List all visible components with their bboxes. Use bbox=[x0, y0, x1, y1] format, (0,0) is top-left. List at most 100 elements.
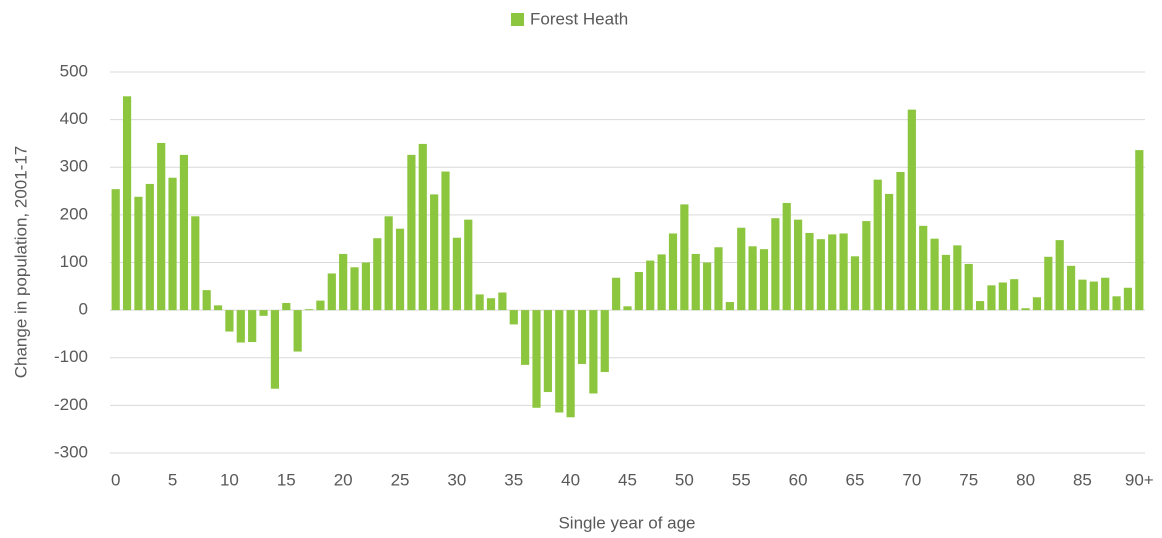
y-tick-label: -100 bbox=[54, 347, 88, 366]
bar bbox=[907, 109, 916, 311]
bar bbox=[839, 233, 848, 311]
bar bbox=[543, 310, 552, 393]
legend-swatch bbox=[511, 13, 524, 26]
bar bbox=[111, 189, 120, 311]
bar bbox=[213, 305, 223, 311]
bar bbox=[282, 302, 291, 311]
bar bbox=[634, 272, 643, 311]
bar bbox=[236, 310, 245, 343]
bar bbox=[293, 310, 302, 352]
x-tick-label: 55 bbox=[732, 470, 751, 489]
bar bbox=[771, 218, 780, 311]
y-tick-label: 500 bbox=[60, 61, 88, 80]
x-tick-label: 40 bbox=[561, 470, 580, 489]
bar bbox=[998, 282, 1007, 311]
x-axis-title: Single year of age bbox=[558, 513, 695, 532]
x-tick-label: 80 bbox=[1016, 470, 1035, 489]
y-tick-label: 200 bbox=[60, 204, 88, 223]
bar bbox=[623, 306, 632, 311]
x-tick-label: 25 bbox=[391, 470, 410, 489]
bar bbox=[1101, 277, 1110, 311]
bar bbox=[657, 254, 666, 311]
bar bbox=[179, 154, 189, 311]
x-tick-label: 5 bbox=[168, 470, 177, 489]
bar bbox=[395, 228, 405, 311]
bar bbox=[600, 310, 609, 373]
bar bbox=[805, 232, 814, 311]
bar bbox=[589, 310, 598, 394]
bar bbox=[452, 237, 461, 311]
bar bbox=[1066, 265, 1076, 311]
y-tick-label: 300 bbox=[60, 157, 88, 176]
bar bbox=[486, 298, 496, 311]
bar bbox=[339, 253, 348, 311]
bar bbox=[1089, 281, 1098, 311]
bar bbox=[259, 310, 268, 316]
x-tick-label: 45 bbox=[618, 470, 637, 489]
bar bbox=[350, 267, 359, 311]
legend-label: Forest Heath bbox=[530, 9, 628, 28]
y-tick-label: -300 bbox=[54, 442, 88, 461]
bar bbox=[714, 247, 723, 311]
bar bbox=[646, 260, 655, 311]
bar bbox=[327, 273, 336, 311]
bar bbox=[668, 233, 678, 311]
y-axis-title: Change in population, 2001-17 bbox=[11, 146, 30, 379]
bar bbox=[168, 177, 177, 311]
bar bbox=[407, 154, 416, 311]
x-tick-label: 0 bbox=[111, 470, 120, 489]
x-tick-label: 90+ bbox=[1125, 470, 1154, 489]
bar bbox=[1010, 279, 1019, 311]
y-tick-label: 400 bbox=[60, 109, 88, 128]
bar bbox=[748, 246, 757, 311]
bar bbox=[919, 225, 928, 311]
bar bbox=[145, 183, 154, 311]
y-tick-label: 0 bbox=[79, 300, 88, 319]
bar bbox=[1021, 308, 1030, 311]
bar bbox=[464, 219, 473, 311]
x-tick-label: 70 bbox=[902, 470, 921, 489]
bar bbox=[555, 310, 564, 413]
bar bbox=[248, 310, 257, 343]
x-tick-label: 30 bbox=[447, 470, 466, 489]
bar bbox=[316, 300, 325, 311]
bar bbox=[850, 256, 860, 311]
bar bbox=[1044, 256, 1053, 311]
bar bbox=[361, 262, 371, 311]
bar bbox=[884, 193, 894, 311]
bar bbox=[430, 194, 439, 311]
x-tick-label: 35 bbox=[504, 470, 523, 489]
bar bbox=[270, 310, 280, 389]
bar bbox=[566, 310, 575, 418]
bar bbox=[680, 204, 689, 311]
x-tick-label: 50 bbox=[675, 470, 694, 489]
bar bbox=[703, 262, 712, 311]
x-tick-label: 20 bbox=[334, 470, 353, 489]
bar bbox=[828, 234, 837, 311]
bar bbox=[941, 254, 951, 311]
bar bbox=[191, 216, 200, 311]
bar bbox=[1112, 296, 1121, 311]
bar bbox=[1032, 297, 1042, 311]
bar bbox=[577, 310, 587, 364]
bar bbox=[225, 310, 234, 332]
bar bbox=[725, 302, 734, 311]
bar bbox=[964, 263, 973, 311]
x-tick-label: 15 bbox=[277, 470, 296, 489]
x-tick-label: 60 bbox=[789, 470, 808, 489]
bar bbox=[975, 301, 985, 311]
bar bbox=[782, 202, 791, 311]
x-tick-label: 10 bbox=[220, 470, 239, 489]
bar bbox=[691, 253, 700, 311]
bar bbox=[532, 310, 541, 408]
bar bbox=[509, 310, 518, 325]
bar bbox=[1123, 287, 1133, 311]
bar bbox=[418, 143, 427, 311]
bar bbox=[475, 294, 484, 311]
bar bbox=[441, 171, 450, 311]
bar bbox=[612, 277, 621, 311]
bar bbox=[987, 285, 996, 311]
bar bbox=[498, 292, 507, 311]
bar bbox=[759, 249, 769, 311]
